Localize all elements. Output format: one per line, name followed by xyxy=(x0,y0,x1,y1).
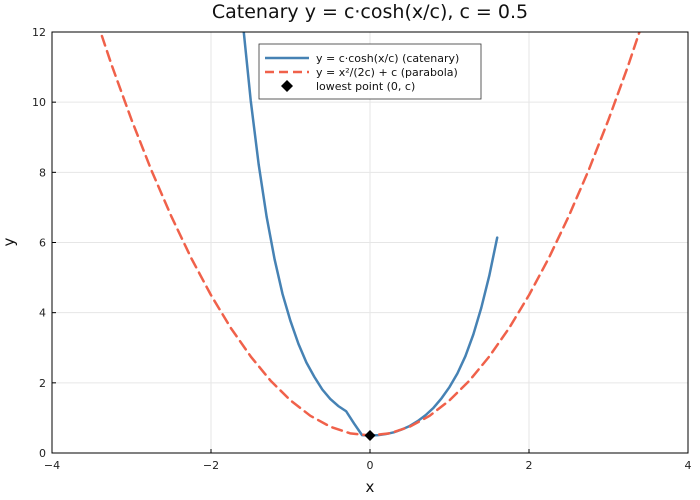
x-tick-label: 4 xyxy=(685,459,692,472)
y-tick-label: 2 xyxy=(39,377,46,390)
y-tick-label: 8 xyxy=(39,166,46,179)
x-tick-labels: −4 −2 0 2 4 xyxy=(44,459,692,472)
axes xyxy=(51,31,689,454)
y-tick-labels: 0 2 4 6 8 10 12 xyxy=(32,26,46,460)
legend-parabola-label: y = x²/(2c) + c (parabola) xyxy=(316,66,458,79)
y-tick-label: 0 xyxy=(39,447,46,460)
y-tick-label: 6 xyxy=(39,237,46,250)
legend-catenary-label: y = c·cosh(x/c) (catenary) xyxy=(316,52,459,65)
x-tick-label: 2 xyxy=(526,459,533,472)
legend-lowest-point-marker xyxy=(281,80,293,92)
x-tick-label: −4 xyxy=(44,459,60,472)
grid xyxy=(51,31,689,454)
x-axis-label: x xyxy=(366,478,375,496)
lowest-point-marker xyxy=(364,429,376,441)
x-tick-label: 0 xyxy=(367,459,374,472)
y-tick-label: 4 xyxy=(39,307,46,320)
y-tick-label: 12 xyxy=(32,26,46,39)
y-axis-label: y xyxy=(0,237,18,246)
chart-title: Catenary y = c·cosh(x/c), c = 0.5 xyxy=(212,1,528,23)
legend-lowest-point-label: lowest point (0, c) xyxy=(316,80,415,93)
legend: y = c·cosh(x/c) (catenary) y = x²/(2c) +… xyxy=(258,43,482,100)
x-tick-label: −2 xyxy=(203,459,219,472)
y-tick-label: 10 xyxy=(32,96,46,109)
